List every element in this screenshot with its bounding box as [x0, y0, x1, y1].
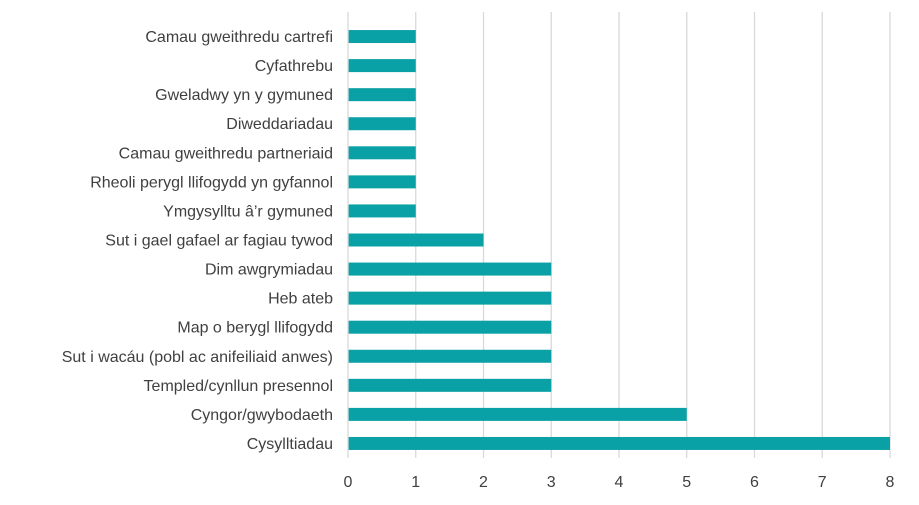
- category-label: Dim awgrymiadau: [205, 262, 333, 279]
- category-label: Sut i wacáu (pobl ac anifeiliaid anwes): [62, 349, 333, 366]
- x-tick-label: 1: [411, 474, 420, 491]
- category-label: Diweddariadau: [226, 116, 333, 133]
- category-label: Heb ateb: [268, 291, 333, 308]
- bar: [348, 204, 416, 218]
- bar: [348, 436, 890, 450]
- bar: [348, 320, 552, 334]
- bar: [348, 88, 416, 102]
- category-label: Ymgysylltu â’r gymuned: [163, 203, 333, 220]
- x-tick-label: 0: [344, 474, 353, 491]
- bar: [348, 349, 552, 363]
- x-tick-label: 5: [682, 474, 691, 491]
- bars: [348, 30, 890, 450]
- category-label: Gweladwy yn y gymuned: [155, 87, 333, 104]
- bar: [348, 146, 416, 160]
- category-label: Sut i gael gafael ar fagiau tywod: [105, 233, 333, 250]
- category-label: Cyfathrebu: [255, 58, 333, 75]
- x-tick-label: 2: [479, 474, 488, 491]
- x-tick-labels: 0 1 2 3 4 5 6 7 8: [344, 474, 895, 491]
- category-label: Cysylltiadau: [247, 436, 333, 453]
- category-labels: Camau gweithredu cartrefi Cyfathrebu Gwela…: [62, 29, 333, 453]
- bar: [348, 117, 416, 131]
- bar: [348, 30, 416, 44]
- category-label: Camau gweithredu partneriaid: [119, 145, 333, 162]
- bar: [348, 59, 416, 73]
- category-label: Map o berygl llifogydd: [177, 320, 333, 337]
- x-tick-label: 7: [818, 474, 827, 491]
- bar: [348, 233, 484, 247]
- x-tick-label: 3: [547, 474, 556, 491]
- category-label: Rheoli perygl llifogydd yn gyfannol: [90, 174, 333, 191]
- category-label: Camau gweithredu cartrefi: [145, 29, 333, 46]
- x-tick-label: 8: [886, 474, 895, 491]
- bar: [348, 175, 416, 189]
- category-label: Cyngor/gwybodaeth: [191, 407, 333, 424]
- category-label: Templed/cynllun presennol: [144, 378, 333, 395]
- bar: [348, 407, 687, 421]
- gridlines: [415, 12, 891, 458]
- x-tick-label: 4: [615, 474, 624, 491]
- bar: [348, 262, 552, 276]
- bar: [348, 378, 552, 392]
- bar: [348, 291, 552, 305]
- x-tick-label: 6: [750, 474, 759, 491]
